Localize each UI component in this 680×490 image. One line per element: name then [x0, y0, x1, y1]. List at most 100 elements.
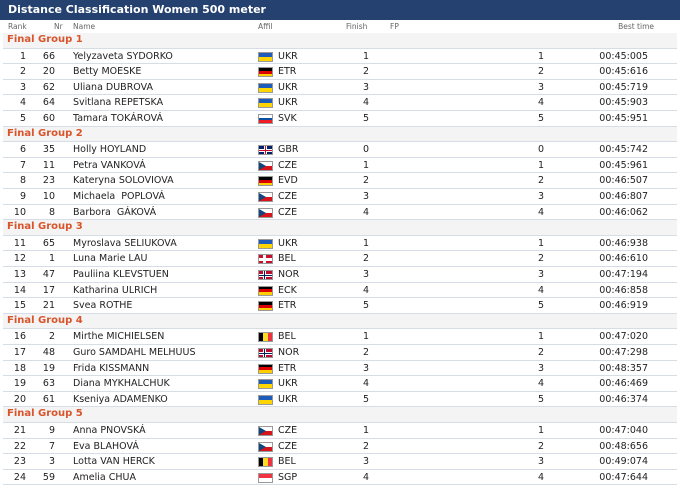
country-flag — [258, 67, 273, 78]
cell-fp: 1 — [537, 331, 545, 343]
cell-time: 00:45:719 — [599, 81, 648, 93]
cell-affil: SVK — [278, 113, 297, 124]
cell-affil: ETR — [278, 362, 297, 374]
group-header: Final Group 3 — [3, 220, 677, 236]
cell-name: Kateryna SOLOVIOVA — [73, 175, 174, 187]
country-flag — [258, 98, 273, 109]
cell-name: Diana MYKHALCHUK — [73, 378, 170, 390]
column-header: Best time — [618, 22, 654, 31]
result-row: 17 48 Guro SAMDAHL MELHUUS NOR 2 2 00:47:298 — [3, 345, 677, 361]
cell-nr: 61 — [42, 393, 55, 405]
cell-nr: 60 — [42, 113, 55, 124]
cell-fp: 4 — [537, 206, 545, 218]
cell-name: Guro SAMDAHL MELHUUS — [73, 347, 196, 358]
result-row: 5 60 Tamara TOKÁROVÁ SVK 5 5 00:45:951 — [3, 111, 677, 127]
cell-finish: 1 — [362, 50, 370, 62]
cell-name: Frida KISSMANN — [73, 362, 150, 374]
result-row: 21 9 Anna PNOVSKÁ CZE 1 1 00:47:040 — [3, 423, 677, 439]
cell-rank: 8 — [19, 175, 26, 187]
cell-rank: 10 — [13, 206, 26, 218]
cell-affil: UKR — [278, 50, 298, 62]
country-flag — [258, 394, 273, 405]
result-row: 13 47 Pauliina KLEVSTUEN NOR 3 3 00:47:194 — [3, 267, 677, 283]
cell-finish: 3 — [362, 269, 370, 280]
cell-time: 00:48:656 — [599, 440, 648, 452]
cell-affil: UKR — [278, 237, 298, 249]
country-flag — [258, 145, 273, 156]
cell-fp: 4 — [537, 471, 545, 483]
country-flag — [258, 441, 273, 452]
cell-fp: 2 — [537, 66, 545, 78]
cell-time: 00:47:194 — [599, 269, 648, 280]
cell-time: 00:46:858 — [599, 284, 648, 296]
cell-finish: 4 — [362, 284, 370, 296]
cell-fp: 1 — [537, 159, 545, 171]
cell-name: Holly HOYLAND — [73, 144, 147, 156]
cell-nr: 17 — [42, 284, 55, 296]
cell-affil: GBR — [278, 144, 299, 156]
cell-rank: 9 — [19, 191, 26, 202]
group-header: Final Group 4 — [3, 313, 677, 330]
cell-time: 00:46:062 — [599, 206, 648, 218]
result-row: 11 65 Myroslava SELIUKOVA UKR 1 1 00:46:938 — [3, 236, 677, 252]
cell-time: 00:45:616 — [599, 66, 648, 78]
cell-time: 00:46:469 — [599, 378, 648, 390]
cell-nr: 20 — [42, 66, 55, 78]
cell-fp: 1 — [537, 425, 545, 436]
cell-finish: 3 — [362, 191, 370, 202]
cell-time: 00:45:005 — [599, 50, 648, 62]
cell-nr: 65 — [42, 237, 55, 249]
cell-rank: 22 — [13, 440, 26, 452]
result-row: 24 59 Amelia CHUA SGP 4 4 00:47:644 — [3, 470, 677, 486]
cell-name: Mirthe MICHIELSEN — [73, 331, 165, 343]
cell-finish: 5 — [362, 300, 370, 312]
cell-finish: 3 — [362, 456, 370, 468]
result-row: 10 8 Barbora GÁKOVÁ CZE 4 4 00:46:062 — [3, 205, 677, 221]
result-row: 8 23 Kateryna SOLOVIOVA EVD 2 2 00:46:507 — [3, 173, 677, 189]
cell-finish: 2 — [362, 440, 370, 452]
cell-time: 00:47:040 — [599, 425, 648, 436]
cell-rank: 1 — [19, 50, 26, 62]
country-flag — [258, 332, 273, 343]
cell-fp: 3 — [537, 456, 545, 468]
cell-finish: 4 — [362, 97, 370, 109]
cell-finish: 4 — [362, 471, 370, 483]
cell-rank: 5 — [19, 113, 26, 124]
cell-finish: 5 — [362, 113, 370, 124]
result-row: 14 17 Katharina ULRICH ECK 4 4 00:46:858 — [3, 283, 677, 299]
cell-nr: 62 — [42, 81, 55, 93]
cell-time: 00:45:742 — [599, 144, 648, 156]
result-row: 2 20 Betty MOESKE ETR 2 2 00:45:616 — [3, 64, 677, 80]
cell-nr: 21 — [42, 300, 55, 312]
cell-nr: 8 — [48, 206, 55, 218]
cell-time: 00:47:298 — [599, 347, 648, 358]
country-flag — [258, 114, 273, 124]
cell-name: Anna PNOVSKÁ — [73, 425, 146, 436]
column-header: FP — [390, 22, 399, 31]
cell-finish: 3 — [362, 362, 370, 374]
cell-finish: 2 — [362, 66, 370, 78]
cell-nr: 11 — [42, 159, 55, 171]
cell-finish: 5 — [362, 393, 370, 405]
cell-affil: EVD — [278, 175, 298, 187]
group-header: Final Group 1 — [3, 33, 677, 49]
cell-affil: BEL — [278, 253, 296, 265]
country-flag — [258, 270, 273, 280]
cell-name: Tamara TOKÁROVÁ — [73, 113, 164, 124]
group-header: Final Group 5 — [3, 407, 677, 423]
cell-rank: 19 — [13, 378, 26, 390]
cell-name: Barbora GÁKOVÁ — [73, 206, 157, 218]
cell-affil: NOR — [278, 347, 300, 358]
cell-time: 00:46:938 — [599, 237, 648, 249]
country-flag — [258, 82, 273, 93]
cell-rank: 24 — [13, 471, 26, 483]
cell-affil: ETR — [278, 66, 297, 78]
cell-rank: 17 — [13, 347, 26, 358]
cell-finish: 3 — [362, 81, 370, 93]
cell-nr: 9 — [48, 425, 55, 436]
country-flag — [258, 301, 273, 312]
cell-nr: 66 — [42, 50, 55, 62]
cell-name: Eva BLAHOVÁ — [73, 440, 139, 452]
cell-time: 00:46:610 — [599, 253, 648, 265]
group-title: Final Group 2 — [7, 127, 83, 139]
